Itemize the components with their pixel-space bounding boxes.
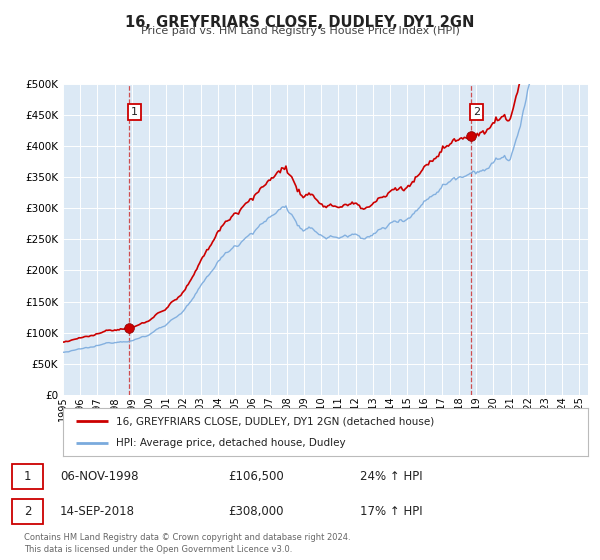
Text: 2: 2 xyxy=(24,505,31,518)
Text: 2: 2 xyxy=(473,107,480,117)
Text: 24% ↑ HPI: 24% ↑ HPI xyxy=(360,470,422,483)
Text: 1: 1 xyxy=(131,107,138,117)
FancyBboxPatch shape xyxy=(12,499,43,524)
Text: £106,500: £106,500 xyxy=(228,470,284,483)
Text: HPI: Average price, detached house, Dudley: HPI: Average price, detached house, Dudl… xyxy=(115,438,345,448)
Text: 17% ↑ HPI: 17% ↑ HPI xyxy=(360,505,422,518)
Text: Price paid vs. HM Land Registry's House Price Index (HPI): Price paid vs. HM Land Registry's House … xyxy=(140,26,460,36)
Text: 06-NOV-1998: 06-NOV-1998 xyxy=(60,470,139,483)
Text: Contains HM Land Registry data © Crown copyright and database right 2024.
This d: Contains HM Land Registry data © Crown c… xyxy=(24,533,350,554)
Text: 1: 1 xyxy=(24,470,31,483)
Text: 16, GREYFRIARS CLOSE, DUDLEY, DY1 2GN (detached house): 16, GREYFRIARS CLOSE, DUDLEY, DY1 2GN (d… xyxy=(115,416,434,426)
Text: £308,000: £308,000 xyxy=(228,505,284,518)
Text: 14-SEP-2018: 14-SEP-2018 xyxy=(60,505,135,518)
Text: 16, GREYFRIARS CLOSE, DUDLEY, DY1 2GN: 16, GREYFRIARS CLOSE, DUDLEY, DY1 2GN xyxy=(125,15,475,30)
FancyBboxPatch shape xyxy=(12,464,43,489)
